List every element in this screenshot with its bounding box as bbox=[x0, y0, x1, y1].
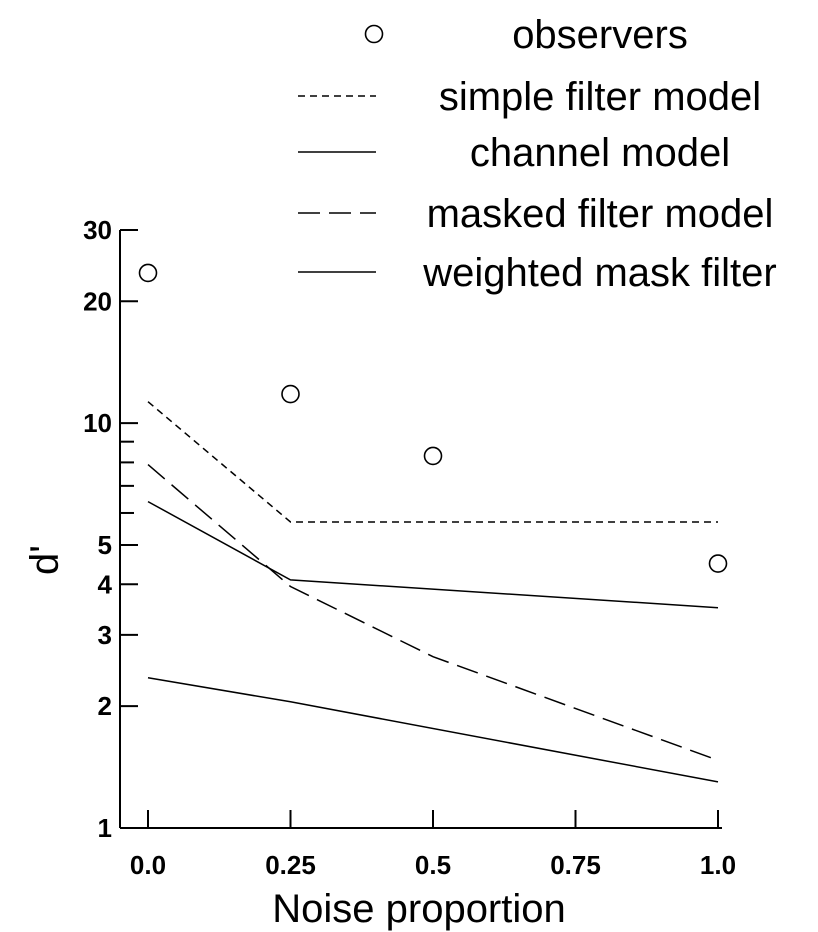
observer-point bbox=[138, 263, 158, 283]
observer-point bbox=[423, 446, 443, 466]
series-line-1 bbox=[147, 401, 718, 523]
legend-label: channel model bbox=[470, 131, 730, 175]
series-line-4 bbox=[147, 677, 719, 783]
x-tick-label: 1.0 bbox=[700, 850, 736, 880]
x-axis-title: Noise proportion bbox=[272, 887, 566, 931]
x-tick-label: 0.75 bbox=[550, 850, 601, 880]
observer-point bbox=[708, 554, 728, 573]
legend-marker-observers bbox=[364, 24, 384, 44]
axes: 1 2 3 4 5 10 20 30 0.0 0.25 0.5 0.75 1.0 bbox=[83, 215, 736, 880]
series-layer bbox=[138, 263, 728, 783]
legend: observers simple filter model channel mode… bbox=[298, 13, 777, 295]
legend-label: masked filter model bbox=[427, 192, 774, 236]
series-line-3 bbox=[147, 464, 719, 762]
legend-label: weighted mask filter bbox=[422, 251, 776, 295]
y-tick-label: 1 bbox=[98, 813, 112, 843]
y-tick-label: 2 bbox=[98, 691, 112, 721]
series-line-2 bbox=[147, 500, 719, 609]
x-tick-label: 0.5 bbox=[415, 850, 451, 880]
y-tick-label: 3 bbox=[98, 620, 112, 650]
observer-point bbox=[281, 384, 300, 404]
y-tick-label: 5 bbox=[98, 530, 112, 560]
legend-label: simple filter model bbox=[439, 75, 761, 119]
x-tick-label: 0.0 bbox=[130, 850, 166, 880]
legend-label: observers bbox=[512, 13, 688, 57]
y-tick-label: 4 bbox=[98, 569, 113, 599]
y-tick-label: 20 bbox=[83, 286, 112, 316]
x-tick-label: 0.25 bbox=[265, 850, 316, 880]
y-tick-label: 10 bbox=[83, 408, 112, 438]
y-tick-label: 30 bbox=[83, 215, 112, 245]
y-axis-title: d' bbox=[23, 545, 67, 575]
